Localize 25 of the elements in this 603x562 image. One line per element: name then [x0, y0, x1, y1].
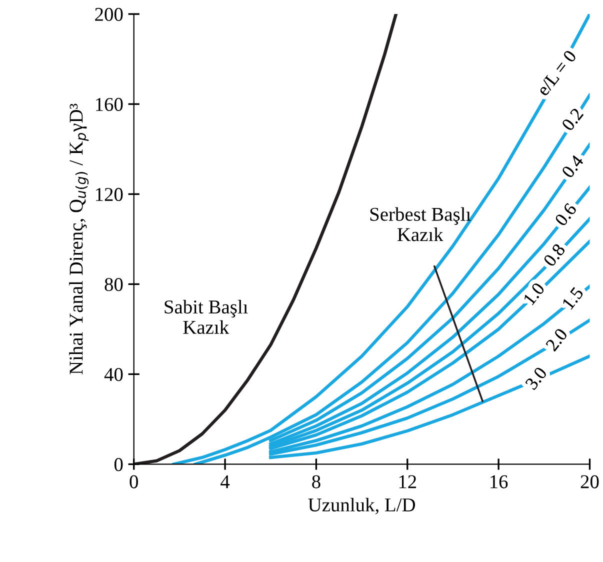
x-tick-label: 0 [130, 475, 138, 488]
annotation: Sabit Başlı Kazık [164, 300, 248, 334]
text: 2.0 [545, 328, 568, 352]
x-tick-label: 4 [220, 475, 230, 488]
text: 0.8 [542, 242, 566, 268]
x-tick-label: 20 [580, 475, 599, 488]
text: 3.0 [524, 366, 548, 390]
text: e/L = 0 [536, 49, 577, 96]
x-tick-label: 12 [399, 475, 416, 488]
y-tick-label: 40 [104, 368, 123, 382]
y-tick-label: 200 [95, 8, 123, 21]
text: 0.6 [554, 202, 578, 227]
text: 1.5 [562, 286, 584, 310]
y-axis-title: Nihai Yanal Direnç, Q$_{u(g)}$ / K$_{p}$γD³ [69, 104, 89, 374]
text: 0.2 [561, 107, 584, 132]
x-tick-label: 8 [312, 475, 320, 488]
x-tick-label: 16 [490, 475, 508, 488]
y-tick-label: 0 [114, 458, 123, 472]
y-tick-label: 160 [96, 98, 123, 112]
y-tick-label: 120 [96, 188, 123, 202]
text: 1.0 [523, 282, 546, 306]
text: 0.4 [561, 154, 584, 179]
y-tick-label: 80 [104, 278, 123, 292]
x-axis-title: Uzunluk, L/D [308, 498, 416, 514]
annotation: Serbest Başlı Kazık [370, 207, 471, 242]
